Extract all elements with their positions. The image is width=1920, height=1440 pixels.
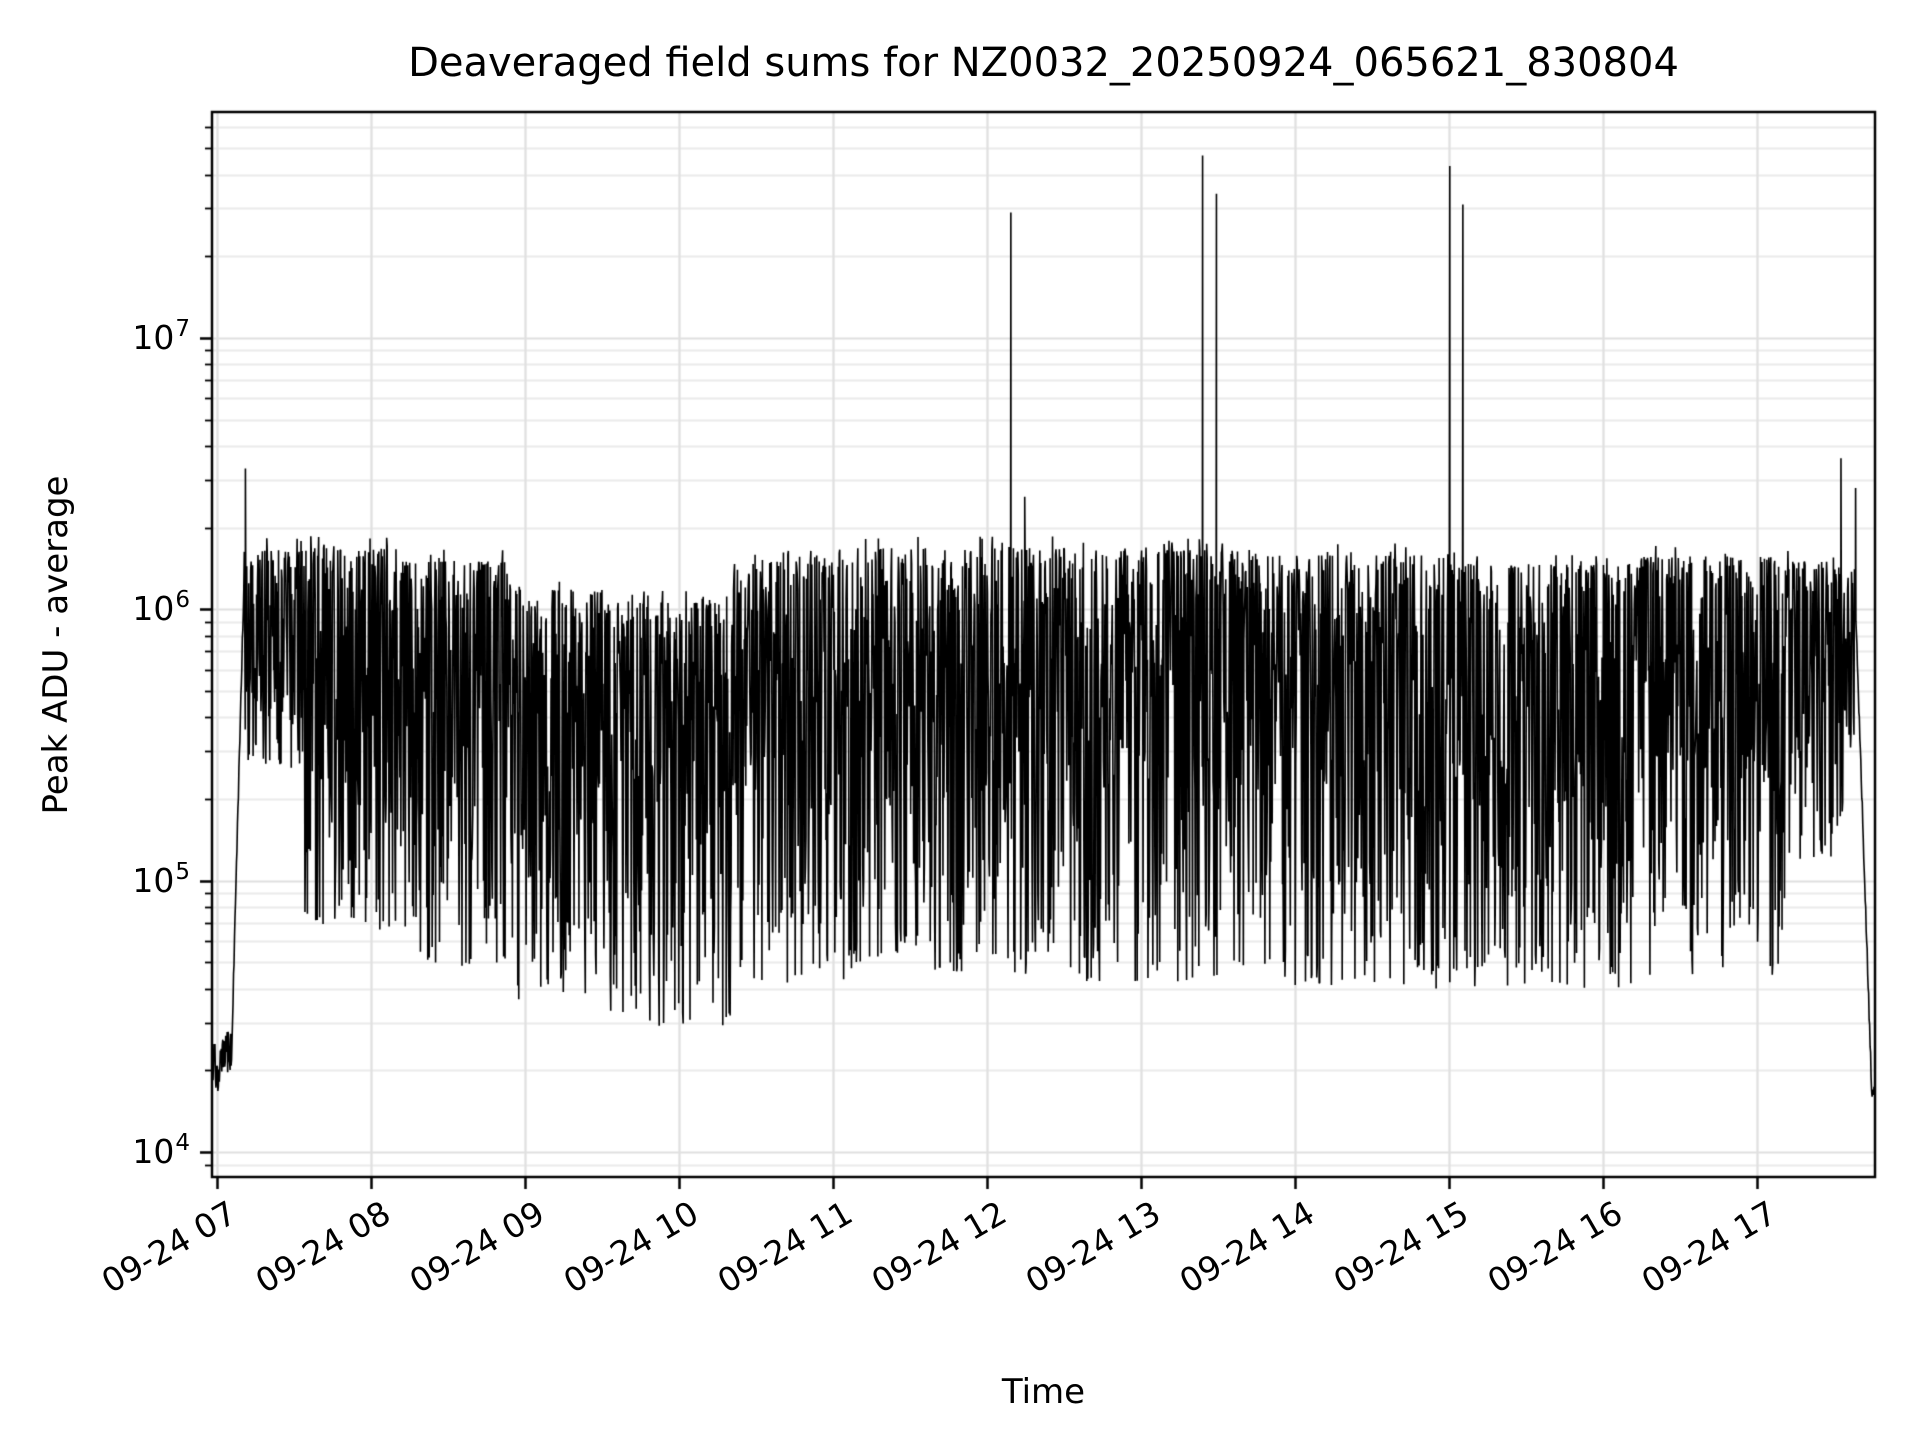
y-tick-exponent: 6 (175, 587, 190, 614)
chart-title: Deaveraged field sums for NZ0032_2025092… (408, 40, 1679, 86)
y-tick-base: 10 (132, 317, 175, 357)
y-tick-exponent: 7 (175, 315, 190, 342)
y-tick-base: 10 (132, 860, 175, 900)
y-tick-exponent: 4 (175, 1130, 190, 1157)
y-tick-label: 104 (0, 1130, 190, 1174)
x-axis-label: Time (1001, 1372, 1086, 1412)
y-axis-label: Peak ADU - average (36, 475, 76, 815)
y-tick-label: 105 (0, 859, 190, 903)
y-tick-exponent: 5 (175, 858, 190, 885)
y-tick-base: 10 (132, 589, 175, 629)
y-tick-label: 106 (0, 587, 190, 631)
y-tick-label: 107 (0, 316, 190, 360)
y-tick-base: 10 (132, 1132, 175, 1172)
